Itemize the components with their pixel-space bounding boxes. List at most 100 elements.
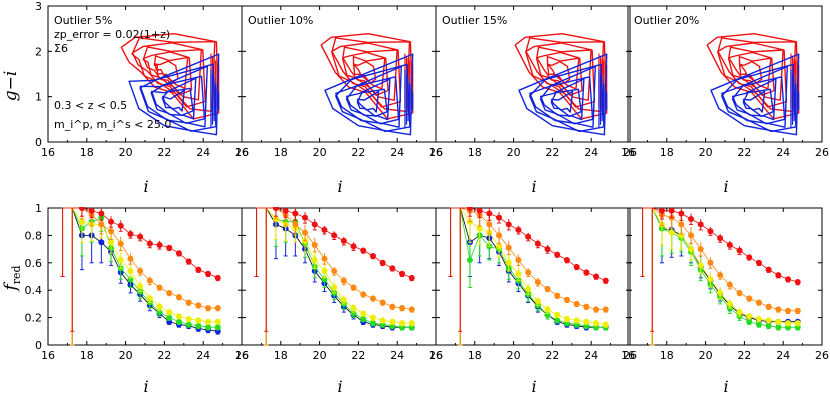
point-orange [534,278,541,285]
point-orange [108,228,115,235]
annotation-magnitude-cut: m_i^p, m_i^s < 25.0 [54,118,171,131]
x-tick-label: 22 [545,146,559,159]
contour-blue-level-2 [139,63,217,132]
point-orange [389,303,396,310]
point-green [775,324,782,331]
point-red [137,233,144,240]
point-red [331,232,338,239]
contour-group [320,33,414,136]
point-orange [302,229,309,236]
x-tick-label: 20 [119,349,133,362]
point-yellow [156,303,163,310]
point-red [205,270,212,277]
x-axis-label-row1-panel1: i [143,177,148,196]
series-line-yellow [450,207,606,325]
annotation-z-range: 0.3 < z < 0.5 [54,99,127,112]
x-tick-label: 20 [699,349,713,362]
point-orange [688,232,695,239]
point-green [554,317,561,324]
x-tick-label: 24 [196,349,210,362]
point-green [166,314,173,321]
contour-red-level-2 [131,37,216,112]
point-orange [360,291,367,298]
point-red [127,231,134,238]
point-orange [156,284,163,291]
contour-red-level-5 [728,51,775,96]
series-group [640,207,801,346]
point-red [505,221,512,228]
point-yellow [688,246,695,253]
point-red [563,257,570,264]
point-yellow [515,270,522,277]
point-red [272,207,279,211]
point-red [525,233,532,240]
point-yellow [697,262,704,269]
x-tick-label: 22 [737,349,751,362]
x-tick-label: 24 [584,146,598,159]
contour-blue-level-3 [721,65,788,128]
contour-red-level-2 [331,37,411,113]
point-orange [292,221,299,228]
y-tick-label: 0.8 [25,229,43,242]
point-orange [697,246,704,253]
point-red [156,241,163,248]
x-tick-label: 16 [429,146,443,159]
point-red [544,246,551,253]
point-red [668,207,675,214]
contour-blue-level-4 [731,76,786,125]
point-yellow [311,257,318,264]
point-yellow [707,276,714,283]
panel-title: Outlier 20% [634,14,699,27]
panel-title: Outlier 5% [54,14,112,27]
point-yellow [755,315,762,322]
panel-title: Outlier 10% [248,14,313,27]
y-tick-label: 0.6 [25,257,43,270]
series-group [254,207,415,346]
panel-r2-c2: 16 18 20 22 24 26 [235,207,443,362]
point-yellow [195,317,202,324]
point-yellow [583,318,590,325]
contour-blue-level-7 [550,90,574,113]
point-red [746,254,753,261]
point-red [408,274,415,281]
point-red [573,263,580,270]
point-green [466,257,473,264]
contour-red-level-6 [738,55,772,90]
point-yellow [369,314,376,321]
point-yellow [794,320,801,327]
point-orange [117,240,124,247]
point-orange [563,296,570,303]
series-line-green [642,207,798,328]
point-red [496,214,503,221]
point-green [214,324,221,331]
contour-blue-level-2 [335,63,411,133]
point-red [678,210,685,217]
point-yellow [602,321,609,328]
x-tick-label: 20 [699,146,713,159]
x-axis-label-row1-panel4: i [723,177,728,196]
panel-r1-c4: 16 18 20 22 24 26 Outlier 20% [621,5,829,159]
contour-blue-level-4 [539,76,594,125]
x-axis-label-row2-panel3: i [531,377,536,396]
point-red [688,215,695,222]
point-orange [583,303,590,310]
contour-blue-level-7 [162,89,185,112]
point-red [515,226,522,233]
point-red [486,210,493,217]
point-orange [515,257,522,264]
x-tick-label: 16 [429,349,443,362]
point-orange [755,299,762,306]
point-green [755,321,762,328]
point-yellow [205,318,212,325]
x-tick-label: 26 [623,146,637,159]
point-red [534,240,541,247]
point-orange [369,295,376,302]
point-red [78,207,85,211]
contour-group [120,33,220,136]
series-line-yellow [62,207,218,323]
series-group [60,207,221,346]
point-orange [602,306,609,313]
point-red [117,222,124,229]
point-orange [785,307,792,314]
x-tick-label: 26 [623,349,637,362]
